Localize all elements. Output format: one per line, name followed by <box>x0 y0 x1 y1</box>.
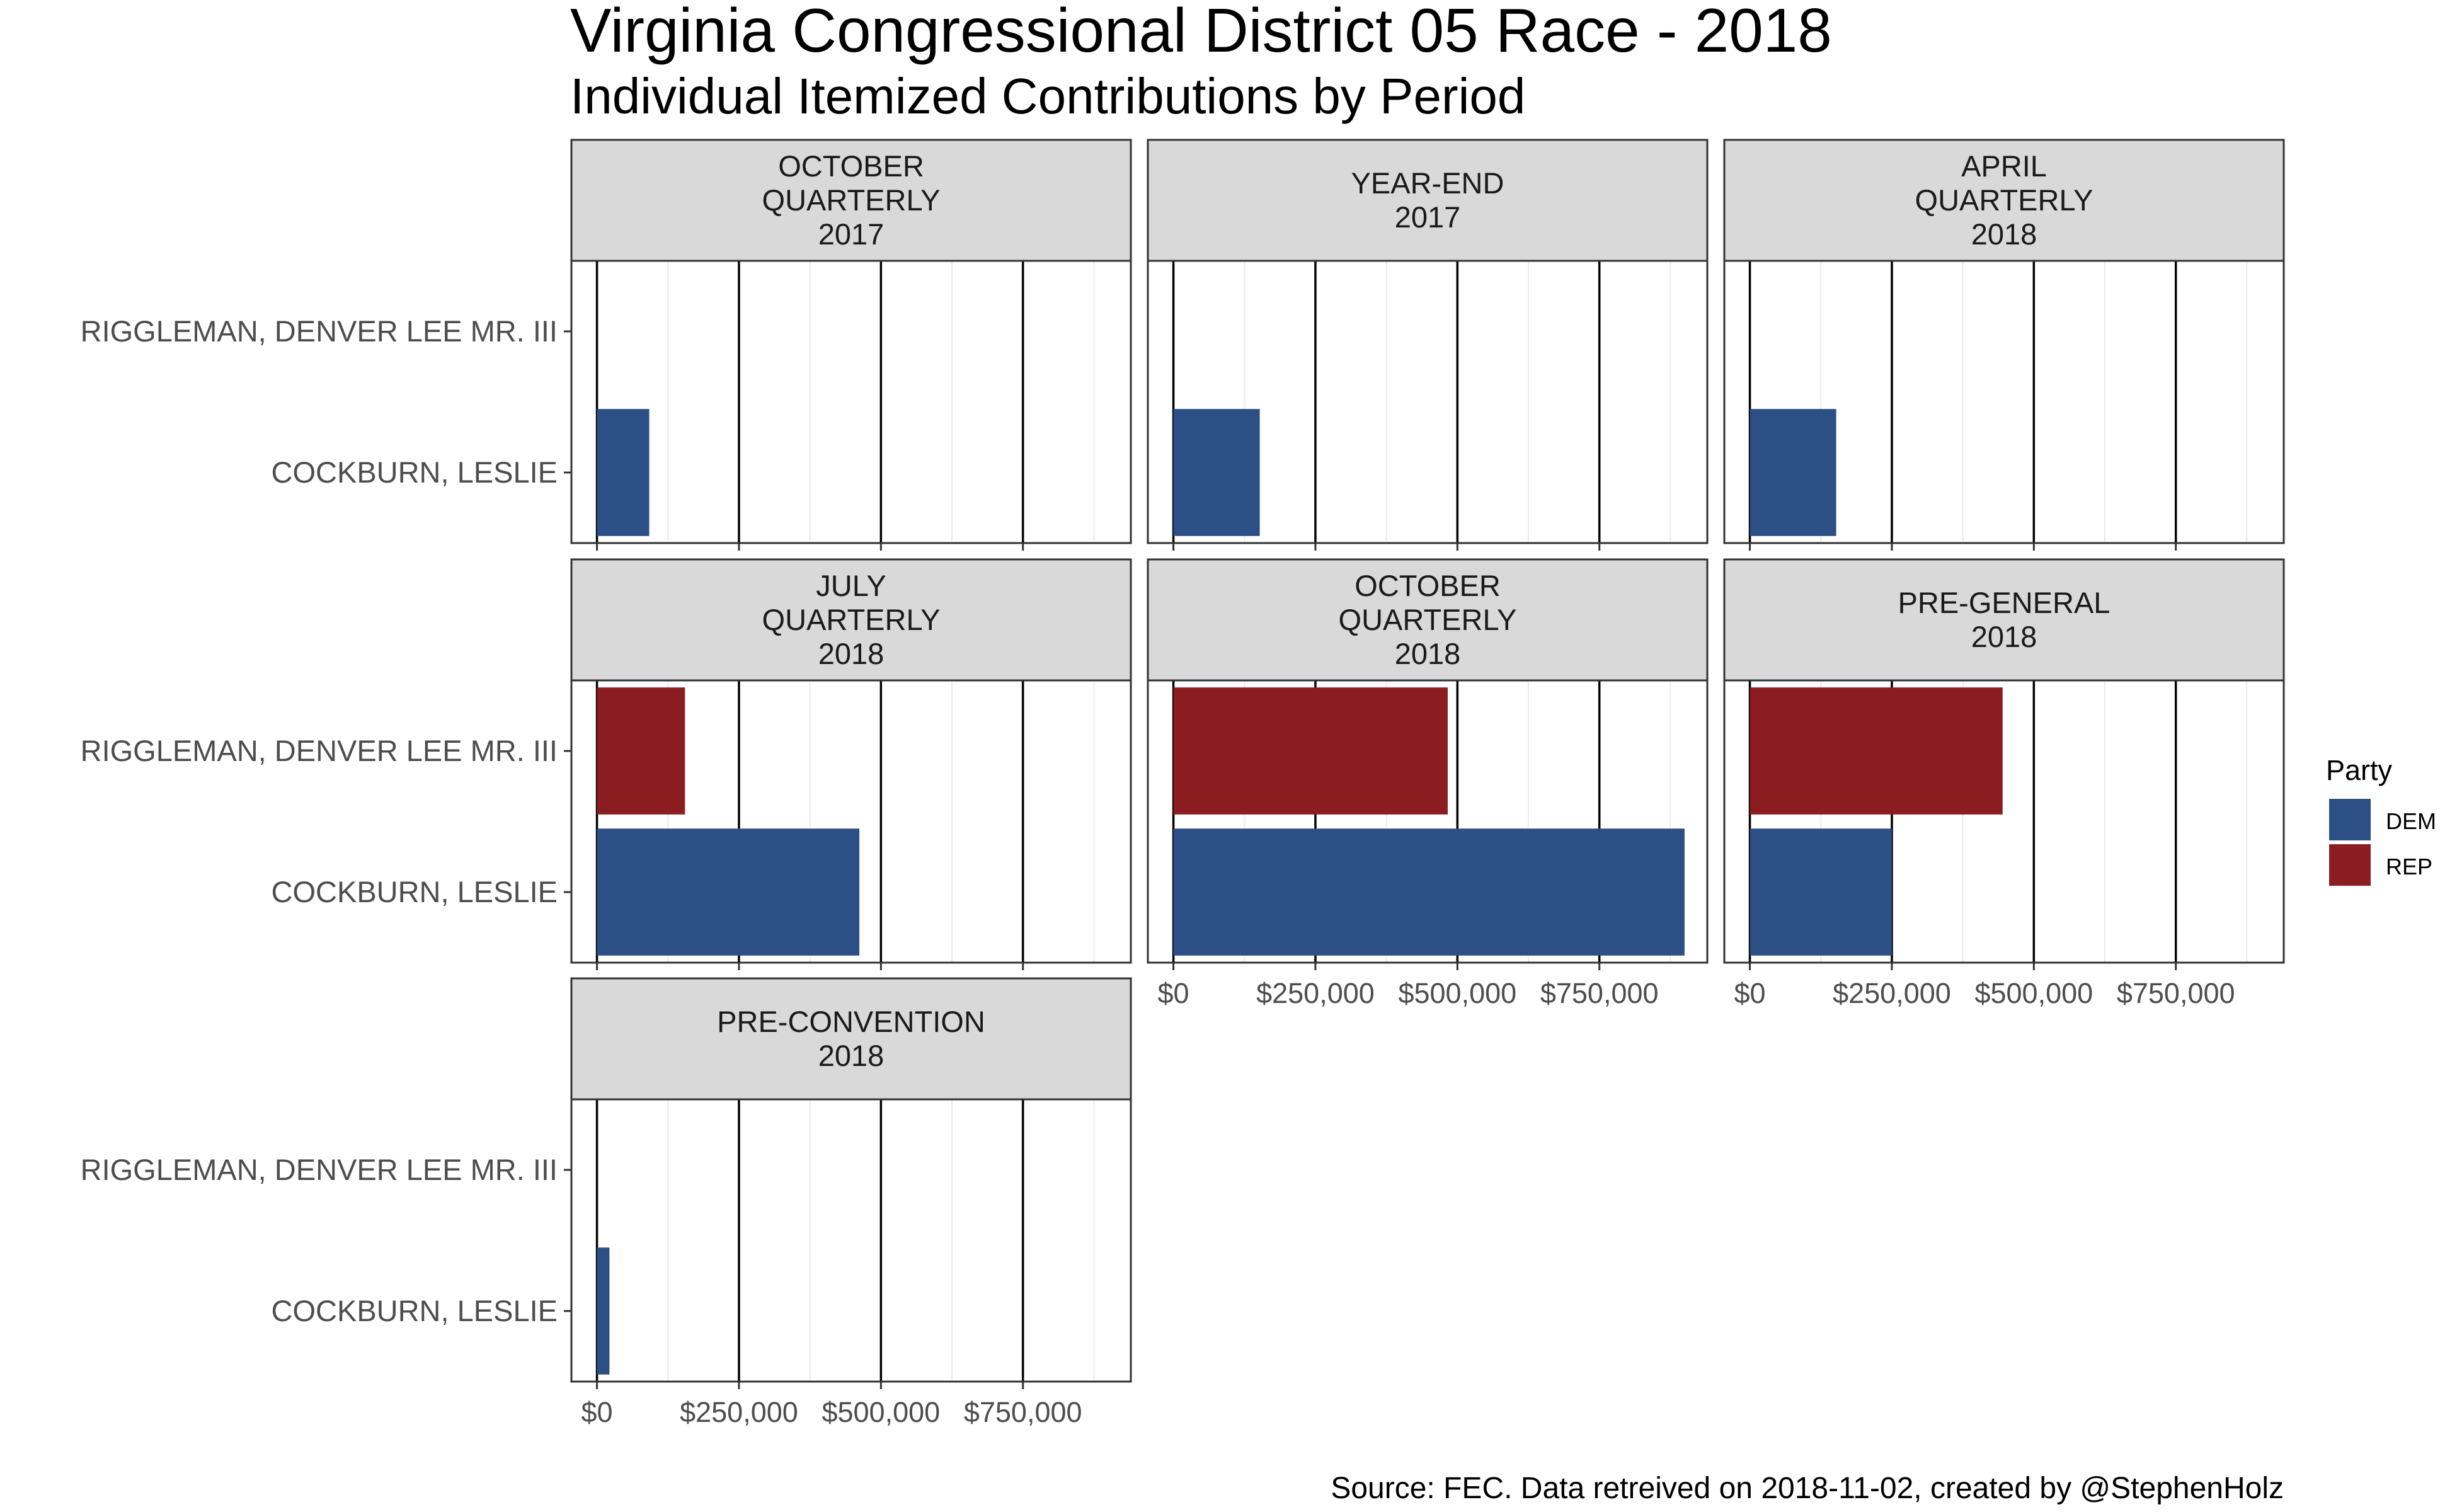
bar <box>1750 687 2003 815</box>
facet-strip-label: PRE-GENERAL <box>1898 586 2110 619</box>
y-tick-label: RIGGLEMAN, DENVER LEE MR. III <box>81 314 558 348</box>
facet-strip <box>1723 139 2285 262</box>
panel-border <box>1723 260 2285 544</box>
legend-label: REP <box>2386 854 2432 879</box>
facet-strip-label: 2017 <box>818 217 885 251</box>
bar <box>1750 409 1836 536</box>
legend-key <box>2329 844 2371 886</box>
bar <box>1750 828 1892 956</box>
facet-strip-label: OCTOBER <box>778 149 924 183</box>
facet-strip-label: 2018 <box>1395 637 1461 670</box>
panel-border <box>570 1098 1132 1383</box>
chart-subtitle: Individual Itemized Contributions by Per… <box>570 68 1525 124</box>
facet-strip-label: 2018 <box>818 637 885 670</box>
facet-strip-label: 2017 <box>1395 200 1461 234</box>
x-tick-label: $500,000 <box>822 1396 940 1428</box>
facet-strip <box>1147 558 1709 682</box>
x-tick-label: $0 <box>1734 977 1766 1009</box>
x-tick-label: $250,000 <box>680 1396 798 1428</box>
panel-border <box>570 260 1132 544</box>
facet-strip <box>570 977 1132 1101</box>
facet-strip-label: PRE-CONVENTION <box>717 1005 985 1038</box>
facet-strip-label: QUARTERLY <box>762 603 941 636</box>
y-tick-label: RIGGLEMAN, DENVER LEE MR. III <box>81 1153 558 1186</box>
panel-border <box>1723 679 2285 964</box>
panel-border <box>1147 679 1709 964</box>
y-tick-label: COCKBURN, LESLIE <box>272 1294 558 1327</box>
bar <box>597 828 860 956</box>
chart-title: Virginia Congressional District 05 Race … <box>570 0 1832 65</box>
bar <box>1173 409 1260 536</box>
x-tick-label: $250,000 <box>1833 977 1951 1009</box>
legend-label: DEM <box>2386 808 2436 834</box>
facet-strip-label: JULY <box>816 569 886 602</box>
facet-strip-label: 2018 <box>1971 217 2037 251</box>
facet-strip <box>1723 558 2285 682</box>
facet-strip-label: QUARTERLY <box>1915 183 2093 217</box>
x-tick-label: $750,000 <box>1540 977 1659 1009</box>
facet-strip-label: APRIL <box>1961 149 2047 183</box>
chart-caption: Source: FEC. Data retreived on 2018-11-0… <box>1331 1472 2284 1505</box>
facet-strip-label: 2018 <box>818 1039 885 1072</box>
facet-strip-label: YEAR-END <box>1351 166 1504 200</box>
panel-border <box>1147 260 1709 544</box>
bar <box>1173 828 1685 956</box>
x-tick-label: $750,000 <box>2117 977 2235 1009</box>
x-tick-label: $0 <box>581 1396 613 1428</box>
x-tick-label: $500,000 <box>1398 977 1516 1009</box>
facet-strip <box>1147 139 1709 262</box>
facet-strip <box>570 139 1132 262</box>
y-tick-label: COCKBURN, LESLIE <box>272 455 558 489</box>
facet-strip-label: QUARTERLY <box>762 183 941 217</box>
panel-background <box>571 1099 1131 1382</box>
facet-strip-label: OCTOBER <box>1354 569 1501 602</box>
bar <box>597 1247 610 1375</box>
facet-strip-label: QUARTERLY <box>1339 603 1517 636</box>
facet-strip <box>570 558 1132 682</box>
x-tick-label: $750,000 <box>964 1396 1082 1428</box>
bar <box>597 409 650 536</box>
y-tick-label: RIGGLEMAN, DENVER LEE MR. III <box>81 734 558 767</box>
panel-background <box>571 261 1131 543</box>
x-tick-label: $0 <box>1158 977 1189 1009</box>
legend: Party DEM REP <box>2326 754 2436 886</box>
x-tick-label: $500,000 <box>1974 977 2093 1009</box>
x-tick-label: $250,000 <box>1256 977 1375 1009</box>
bar <box>597 687 685 815</box>
legend-title: Party <box>2326 754 2393 786</box>
legend-key <box>2329 799 2371 840</box>
panel-border <box>570 679 1132 964</box>
facet-strip-label: 2018 <box>1971 620 2037 653</box>
bar <box>1173 687 1448 815</box>
y-tick-label: COCKBURN, LESLIE <box>272 875 558 908</box>
